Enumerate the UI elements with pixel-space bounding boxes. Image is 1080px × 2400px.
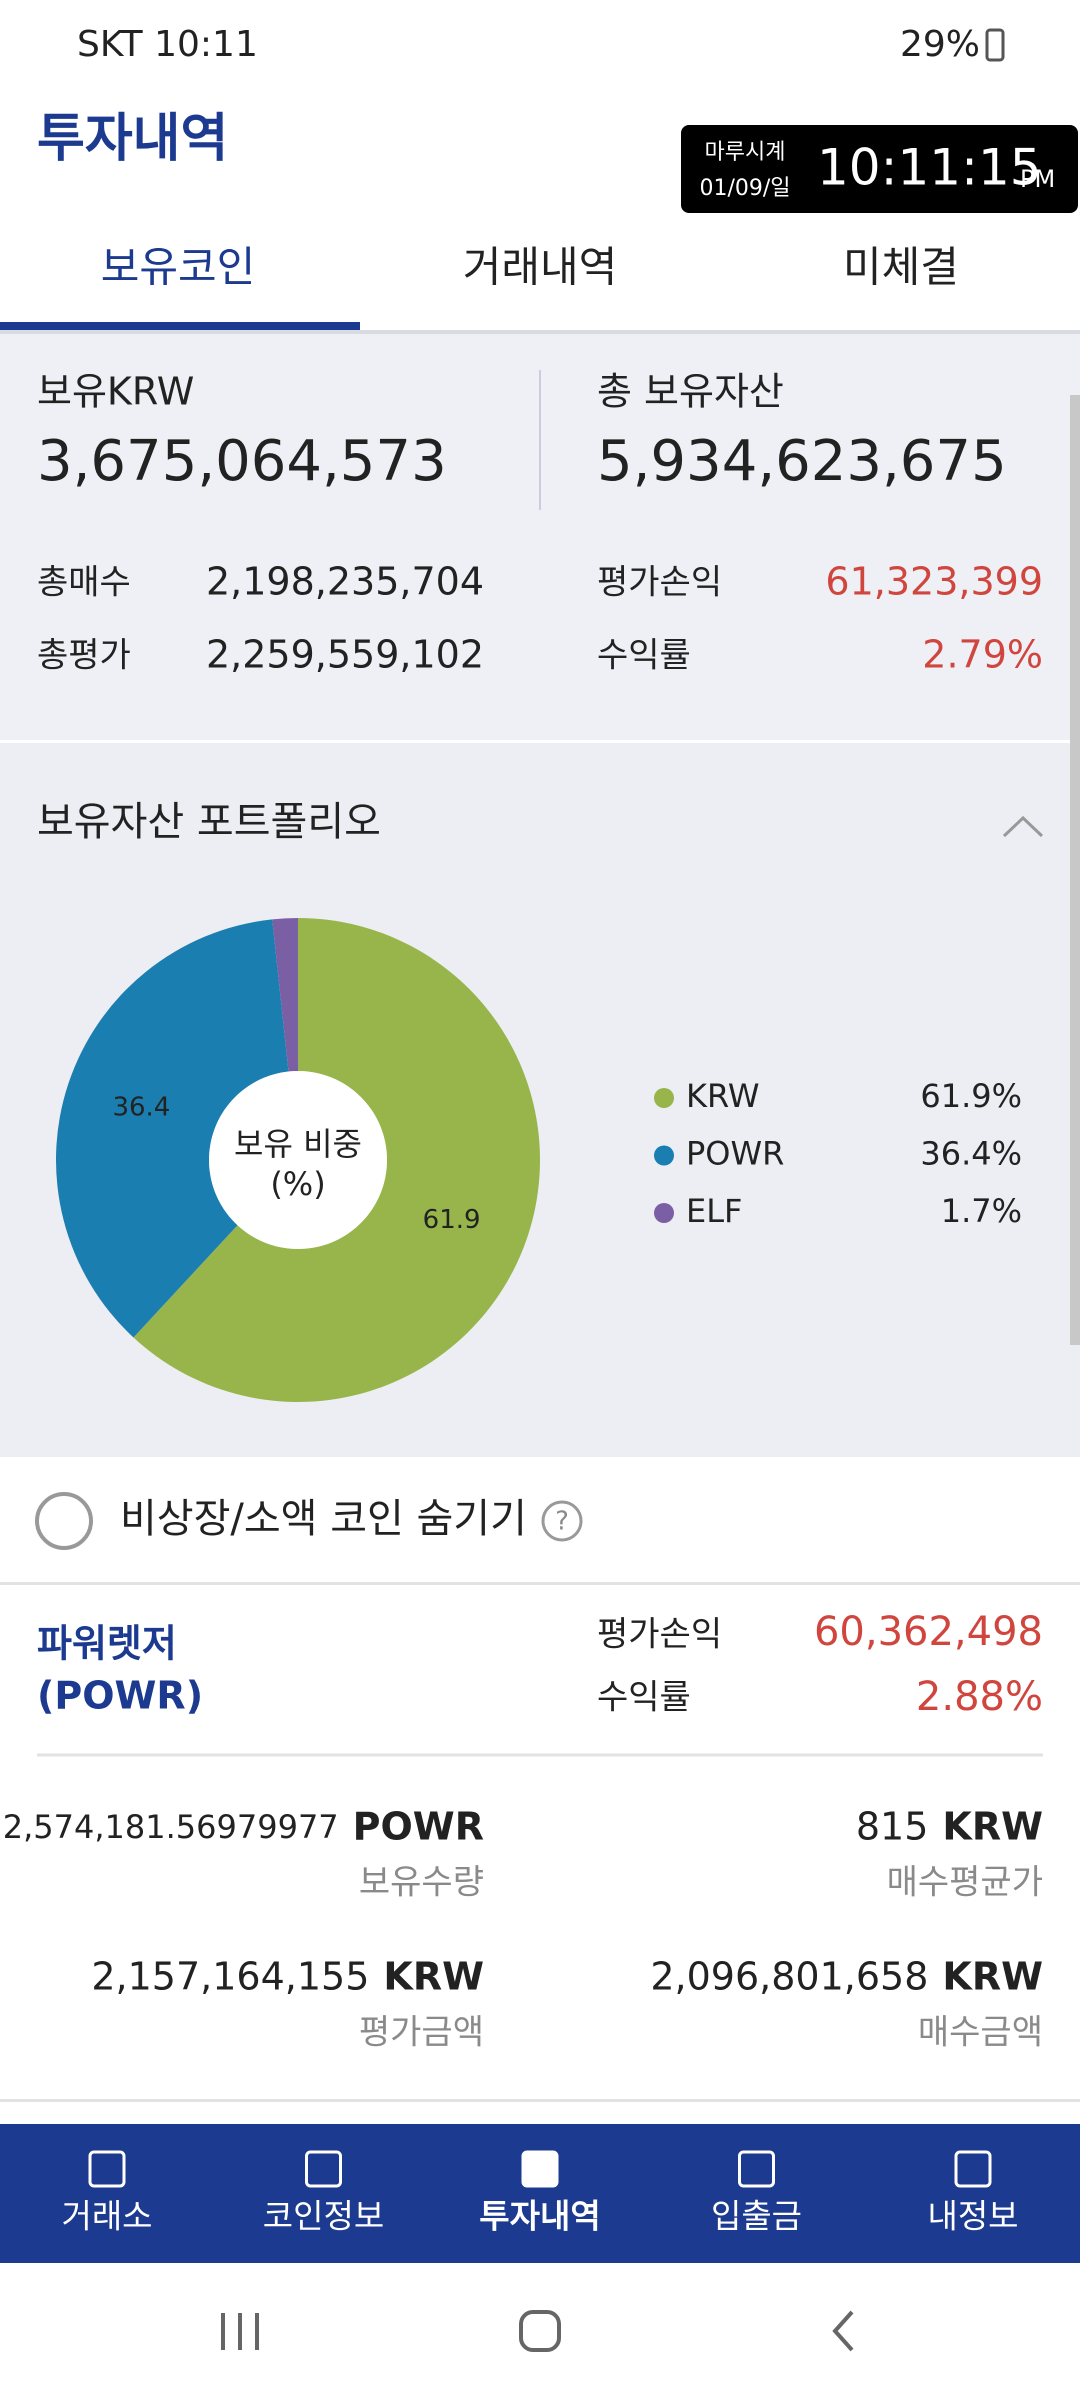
- field-unit: KRW: [383, 1955, 484, 1999]
- nav-label[interactable]: 투자내역: [479, 2197, 600, 2236]
- holding-fields: POWR 2,574,181.56979977 보유수량 KRW 815 매수평균가 KRW…: [3, 1805, 1043, 2053]
- nav-icon[interactable]: [521, 2150, 559, 2188]
- status-carrier-time: SKT 10:11: [77, 24, 258, 65]
- divider: [0, 2099, 1080, 2102]
- help-icon[interactable]: [541, 1500, 583, 1542]
- center-label: 보유 비중: [234, 1125, 362, 1163]
- row-value: 61,323,399: [825, 560, 1043, 604]
- slice-label: 36.4: [112, 1093, 170, 1123]
- home-button[interactable]: [519, 2310, 561, 2352]
- center-label: (%): [270, 1165, 325, 1203]
- pie-hole: [209, 1071, 387, 1249]
- row-value: 2,259,559,102: [206, 633, 484, 677]
- field-amount: 815: [856, 1805, 929, 1849]
- nav-bar: [0, 2124, 1080, 2263]
- legend-value: 1.7%: [941, 1192, 1022, 1230]
- divider: [0, 740, 1080, 743]
- nav-icon[interactable]: [305, 2150, 342, 2188]
- field-label: 평가금액: [359, 2013, 484, 2053]
- coin-name[interactable]: 파워렛저: [37, 1622, 177, 1666]
- clock-name: 마루시계: [705, 140, 786, 165]
- toggle-label[interactable]: 비상장/소액 코인 숨기기: [120, 1496, 527, 1542]
- nav-icon[interactable]: [738, 2150, 775, 2188]
- nav-icon[interactable]: [88, 2150, 126, 2188]
- divider: [0, 1582, 1080, 1585]
- legend-swatch: [654, 1088, 674, 1108]
- system-nav: [221, 2310, 854, 2352]
- scrollbar: [1070, 395, 1080, 1345]
- legend-swatch: [654, 1203, 674, 1223]
- collapse-chevron[interactable]: [1002, 815, 1044, 838]
- legend-label: ELF: [686, 1192, 742, 1230]
- nav-icon[interactable]: [954, 2150, 992, 2188]
- field-unit: POWR: [353, 1805, 484, 1849]
- help-mark[interactable]: ?: [555, 1507, 569, 1537]
- field-amount: 2,574,181.56979977: [3, 1808, 339, 1846]
- field-label: 보유수량: [359, 1863, 484, 1903]
- nav-label[interactable]: 코인정보: [263, 2197, 384, 2236]
- slice-label: 61.9: [423, 1205, 481, 1235]
- field-label: 매수평균가: [887, 1863, 1043, 1903]
- row-label: 수익률: [597, 636, 691, 676]
- tab[interactable]: 미체결: [843, 243, 959, 292]
- field-unit: KRW: [942, 1805, 1043, 1849]
- coin-symbol[interactable]: (POWR): [37, 1674, 203, 1718]
- clock-ampm: PM: [1020, 165, 1055, 193]
- back-button[interactable]: [832, 2310, 854, 2352]
- portfolio-title: 보유자산 포트폴리오: [37, 799, 381, 845]
- tab[interactable]: 보유코인: [101, 243, 256, 292]
- pie-slice: [272, 918, 298, 1072]
- radio[interactable]: [35, 1492, 93, 1550]
- legend-label: POWR: [686, 1135, 784, 1173]
- status-battery: 29%: [900, 24, 980, 65]
- battery-icon: [985, 28, 1005, 62]
- summary-value: 3,675,064,573: [37, 429, 447, 494]
- row-label: 평가손익: [597, 563, 722, 603]
- nav-items: 거래소 코인정보 투자내역 입출금 내정보: [61, 2150, 1019, 2236]
- holding-label: 평가손익: [597, 1615, 722, 1655]
- legend-value: 36.4%: [920, 1135, 1022, 1173]
- divider: [0, 330, 1080, 334]
- clock-time: 10:11:15: [817, 139, 1042, 197]
- pie-slice: [56, 919, 289, 1338]
- row-label: 총매수: [37, 563, 131, 603]
- clock-date: 01/09/일: [699, 176, 790, 201]
- holding-value: 2.88%: [916, 1674, 1043, 1720]
- page-title: 투자내역: [37, 109, 228, 169]
- field-amount: 2,157,164,155: [91, 1955, 369, 1999]
- legend-swatch: [654, 1145, 674, 1166]
- holding-value: 60,362,498: [814, 1609, 1043, 1655]
- summary-value: 5,934,623,675: [597, 429, 1007, 494]
- row-value: 2,198,235,704: [206, 560, 484, 604]
- field-amount: 2,096,801,658: [650, 1955, 928, 1999]
- legend-label: KRW: [686, 1077, 760, 1115]
- pie-chart: 61.9 KRW 61.9% 36.4 POWR 36.4% ELF 1.7% 보유 비중(%): [56, 918, 1022, 1403]
- row-value: 2.79%: [922, 633, 1043, 677]
- pie-slice: [133, 918, 541, 1403]
- tab-indicator: [0, 322, 360, 330]
- nav-label[interactable]: 입출금: [711, 2197, 802, 2236]
- summary-label: 보유KRW: [37, 370, 194, 414]
- tab[interactable]: 거래내역: [463, 243, 618, 292]
- clock-widget: [681, 125, 1078, 213]
- holding-label: 수익률: [597, 1678, 691, 1718]
- field-label: 매수금액: [918, 2013, 1043, 2053]
- summary-label: 총 보유자산: [597, 370, 784, 414]
- legend-value: 61.9%: [920, 1077, 1022, 1115]
- nav-label[interactable]: 내정보: [927, 2197, 1018, 2236]
- field-unit: KRW: [942, 1955, 1043, 1999]
- row-label: 총평가: [37, 636, 131, 676]
- nav-label[interactable]: 거래소: [61, 2197, 152, 2236]
